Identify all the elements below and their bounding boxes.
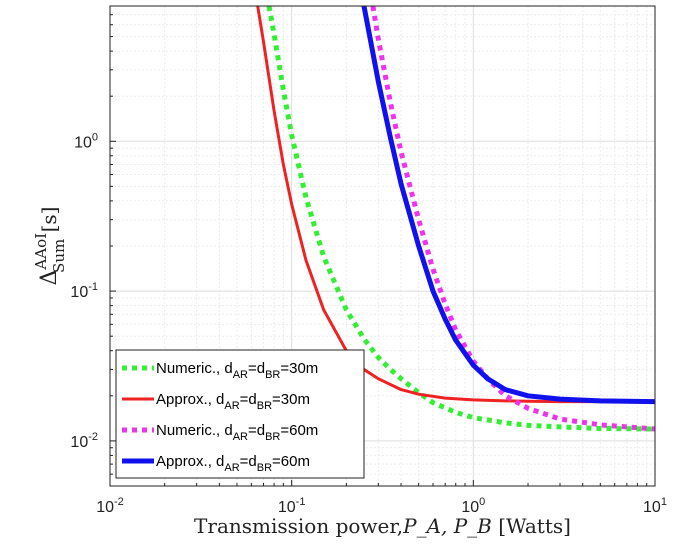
x-tick-label: 101 bbox=[643, 496, 667, 516]
x-tick-label: 10-2 bbox=[96, 496, 124, 516]
x-axis-title: Transmission power,P_A, P_B [Watts] bbox=[194, 514, 571, 538]
y-axis-title: ΔAAoISum [s] bbox=[32, 207, 68, 286]
legend-box bbox=[115, 349, 365, 479]
y-tick-label: 10-2 bbox=[70, 431, 98, 451]
legend-label: Approx., dAR=dBR=60m bbox=[156, 453, 310, 474]
series-line bbox=[361, 6, 655, 405]
plot-frame bbox=[109, 5, 656, 487]
series-line bbox=[266, 6, 655, 432]
legend: Numeric., dAR=dBR=30m Approx., dAR=dBR=30… bbox=[115, 349, 365, 479]
axis-labels: Transmission power,P_A, P_B [Watts] ΔAAoI… bbox=[32, 207, 571, 538]
x-tick-label: 10-1 bbox=[278, 496, 306, 516]
ticks: 10-2 10-1 100 101 10-2 10-1 100 bbox=[70, 5, 667, 516]
series-line bbox=[256, 6, 655, 404]
legend-label: Numeric., dAR=dBR=60m bbox=[156, 422, 318, 443]
legend-label: Approx., dAR=dBR=30m bbox=[156, 391, 310, 412]
y-tick-label: 10-1 bbox=[70, 281, 98, 301]
x-tick-label: 100 bbox=[461, 496, 485, 516]
y-tick-label: 100 bbox=[74, 131, 98, 151]
legend-label: Numeric., dAR=dBR=30m bbox=[156, 360, 318, 381]
series-layer bbox=[256, 6, 655, 432]
